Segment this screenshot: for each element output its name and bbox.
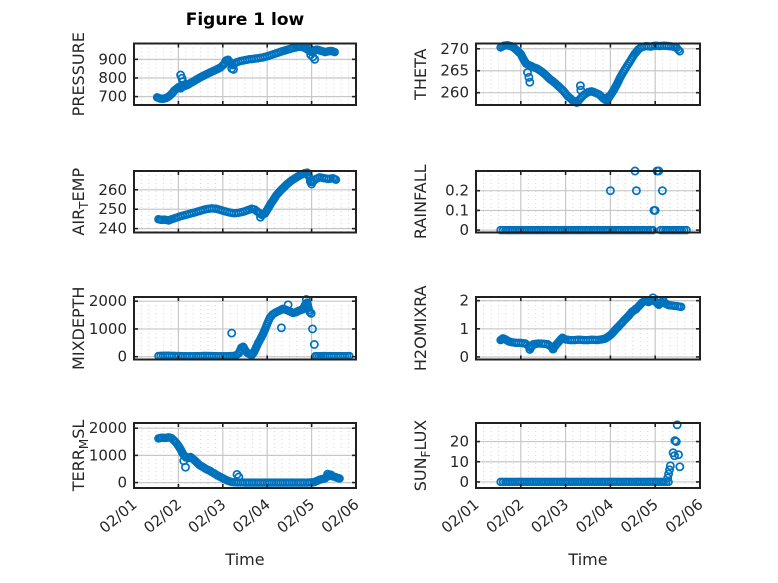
x-axis-label-right: Time — [568, 550, 608, 569]
terr-msl-xtick-label: 02/06 — [318, 495, 363, 537]
terr-msl-ytick-label: 1000 — [89, 446, 127, 464]
subplot-theta: 260 265 270 THETA — [411, 40, 701, 108]
h2omixra-ytick-label: 0 — [459, 348, 469, 366]
air-temp-ytick-label: 260 — [98, 181, 127, 199]
terr-msl-xtick-label: 02/05 — [273, 495, 318, 537]
sun-flux-data-points — [496, 420, 685, 487]
rainfall-ytick-label: 0.2 — [445, 182, 469, 200]
air-temp-data-points — [154, 168, 341, 225]
theta-ytick-label: 260 — [440, 84, 469, 102]
pressure-ylabel: PRESSURE — [69, 32, 88, 116]
terr-msl-data-points — [154, 433, 344, 487]
x-axis-label-left: Time — [225, 550, 265, 569]
air-temp-ylabel: AIRTEMP — [69, 168, 91, 236]
sun-flux-xtick-label: 02/06 — [662, 495, 707, 537]
mixdepth-ytick-label: 0 — [117, 348, 127, 366]
rainfall-ytick-label: 0 — [459, 221, 469, 239]
theta-ylabel: THETA — [411, 49, 430, 101]
mixdepth-data-points — [154, 295, 354, 361]
subplot-h2omixra: 0 1 2 H2OMIXRA — [411, 285, 701, 371]
h2omixra-ytick-label: 2 — [459, 292, 469, 310]
air-temp-ytick-label: 240 — [98, 220, 127, 238]
sun-flux-ytick-label: 20 — [450, 433, 469, 451]
h2omixra-data-points — [496, 293, 686, 354]
terr-msl-xtick-label: 02/01 — [96, 495, 141, 537]
sun-flux-ytick-label: 0 — [459, 473, 469, 491]
pressure-data-points — [152, 42, 339, 104]
terr-msl-xtick-label: 02/03 — [185, 495, 230, 537]
mixdepth-ytick-label: 2000 — [89, 292, 127, 310]
terr-msl-xtick-label: 02/02 — [140, 495, 185, 537]
rainfall-ylabel: RAINFALL — [411, 164, 430, 239]
terr-msl-ytick-label: 0 — [117, 474, 127, 492]
pressure-ytick-label: 900 — [98, 50, 127, 68]
sun-flux-ytick-label: 10 — [450, 453, 469, 471]
sun-flux-xtick-label: 02/03 — [527, 495, 572, 537]
rainfall-ytick-label: 0.1 — [445, 201, 469, 219]
h2omixra-ylabel: H2OMIXRA — [411, 285, 430, 371]
mixdepth-ytick-label: 1000 — [89, 320, 127, 338]
terr-msl-xtick-label: 02/04 — [229, 495, 274, 537]
mixdepth-ylabel: MIXDEPTH — [69, 287, 88, 370]
air-temp-ytick-label: 250 — [98, 200, 127, 218]
sun-flux-xtick-label: 02/01 — [438, 495, 483, 537]
h2omixra-ytick-label: 1 — [459, 320, 469, 338]
pressure-ytick-label: 800 — [98, 69, 127, 87]
theta-data-points — [496, 41, 685, 108]
rainfall-data-points — [496, 166, 691, 235]
theta-ytick-label: 265 — [440, 62, 469, 80]
pressure-ytick-label: 700 — [98, 88, 127, 106]
terr-msl-ytick-label: 2000 — [89, 419, 127, 437]
sun-flux-xtick-label: 02/05 — [617, 495, 662, 537]
sun-flux-xtick-label: 02/04 — [572, 495, 617, 537]
sun-flux-ylabel: SUNFLUX — [411, 420, 433, 492]
theta-ytick-label: 270 — [440, 40, 469, 58]
subplot-rainfall: 0 0.10.2 RAINFALL — [411, 164, 701, 239]
sun-flux-xtick-label: 02/02 — [483, 495, 528, 537]
figure-title: Figure 1 low — [185, 10, 305, 30]
terr-msl-ylabel: TERRMSL — [69, 420, 91, 493]
